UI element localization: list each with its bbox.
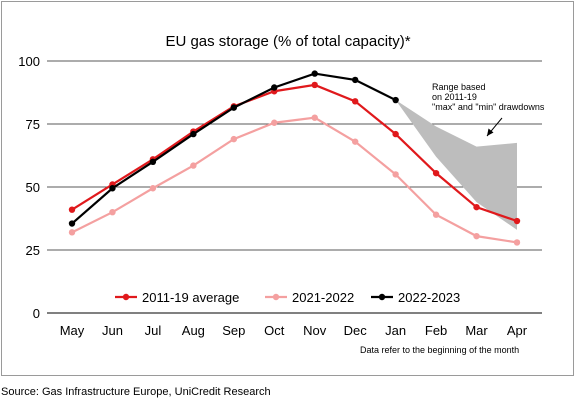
- data-point: [149, 185, 157, 192]
- y-tick-label: 100: [18, 54, 40, 69]
- data-point: [230, 104, 238, 111]
- legend-label: 2021-2022: [292, 290, 354, 305]
- x-tick-label: Mar: [465, 323, 488, 338]
- data-point: [311, 81, 318, 89]
- data-point: [392, 130, 399, 138]
- data-point: [190, 162, 197, 169]
- y-tick-label: 75: [26, 117, 40, 132]
- data-point: [190, 130, 197, 138]
- x-tick-label: Sep: [222, 323, 245, 338]
- footnote: Data refer to the beginning of the month: [360, 345, 519, 355]
- x-tick-label: Oct: [264, 323, 285, 338]
- x-tick-label: Jun: [102, 323, 123, 338]
- data-point: [230, 135, 238, 143]
- data-point: [513, 239, 521, 246]
- data-point: [513, 217, 521, 225]
- chart-frame: EU gas storage (% of total capacity)* 0 2…: [1, 1, 574, 376]
- data-point: [311, 70, 318, 77]
- series-line: [71, 116, 518, 244]
- x-tick-label: Feb: [425, 323, 447, 338]
- x-tick-label: Apr: [507, 323, 528, 338]
- series-line: [71, 72, 397, 225]
- range-band: [395, 100, 517, 230]
- legend-swatch-marker: [272, 293, 280, 301]
- legend-item: 2021-2022: [265, 290, 354, 305]
- data-point: [351, 138, 359, 145]
- data-point: [473, 203, 480, 211]
- legend-swatch-marker: [378, 293, 386, 301]
- legend-label: 2022-2023: [398, 290, 460, 305]
- legend-item: 2022-2023: [371, 290, 460, 305]
- x-tick-label: Dec: [344, 323, 368, 338]
- x-axis-ticks: May Jun Jul Aug Sep Oct Nov Dec Jan Feb Mar Apr: [60, 323, 528, 338]
- y-axis-ticks: 0 25 50 75 100: [18, 54, 40, 321]
- data-point: [311, 114, 318, 121]
- legend-label: 2011-19 average: [142, 290, 239, 305]
- data-point: [432, 169, 440, 177]
- series-line: [71, 83, 518, 223]
- legend: 2011-19 average 2021-2022 2022-2023: [115, 290, 460, 305]
- y-tick-label: 50: [26, 180, 40, 195]
- x-tick-label: Aug: [182, 323, 205, 338]
- annotation-arrow-head: [487, 128, 494, 136]
- y-tick-label: 0: [33, 306, 40, 321]
- data-point: [351, 76, 359, 84]
- line-chart: EU gas storage (% of total capacity)* 0 2…: [18, 33, 545, 355]
- data-point: [109, 209, 116, 216]
- data-point: [392, 96, 399, 104]
- data-point: [109, 185, 116, 192]
- data-point: [432, 211, 440, 218]
- annotation-text: Range based: [432, 82, 486, 92]
- data-point: [392, 171, 399, 178]
- data-point: [68, 206, 76, 213]
- data-point: [68, 220, 76, 227]
- data-point: [149, 158, 157, 165]
- y-tick-label: 25: [26, 243, 40, 258]
- series-lines: [68, 70, 521, 246]
- range-band-area: [395, 100, 517, 230]
- data-point: [351, 98, 359, 105]
- source-note: Source: Gas Infrastructure Europe, UniCr…: [1, 386, 271, 398]
- x-tick-label: May: [60, 323, 85, 338]
- chart-title: EU gas storage (% of total capacity)*: [165, 33, 410, 50]
- data-point: [473, 232, 480, 240]
- legend-swatch-marker: [122, 293, 130, 301]
- annotation-text: "max" and "min" drawdowns: [432, 102, 545, 112]
- x-tick-label: Jan: [385, 323, 406, 338]
- series-2021-2022: [68, 114, 521, 246]
- data-point: [271, 84, 278, 91]
- data-point: [68, 229, 76, 236]
- data-point: [271, 119, 278, 126]
- gridlines: [47, 60, 542, 314]
- x-tick-label: Jul: [145, 323, 162, 338]
- legend-item: 2011-19 average: [115, 290, 239, 305]
- x-tick-label: Nov: [303, 323, 327, 338]
- annotation-text: on 2011-19: [432, 92, 477, 102]
- series-2022-2023: [68, 70, 399, 227]
